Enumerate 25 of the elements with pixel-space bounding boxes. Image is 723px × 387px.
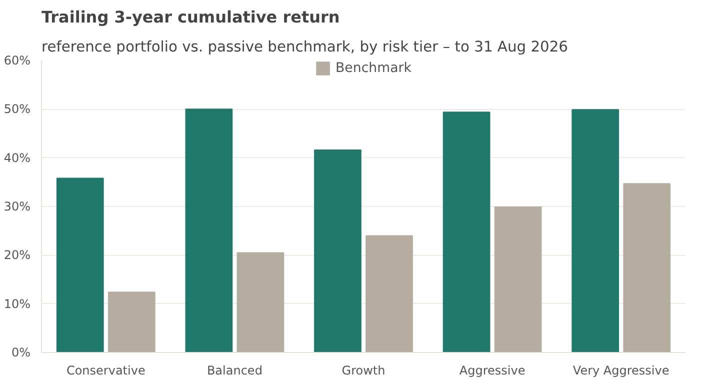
bar: [442, 112, 490, 352]
x-tick-label: Growth: [342, 364, 386, 378]
bar: [314, 150, 362, 352]
y-tick-label: 20%: [4, 248, 30, 262]
bar: [236, 252, 284, 352]
x-tick-label: Aggressive: [459, 364, 526, 378]
bar: [623, 183, 671, 352]
y-tick-label: 50%: [4, 102, 30, 116]
bar: [494, 206, 542, 352]
bar: [56, 178, 104, 352]
y-tick-label: 10%: [4, 296, 30, 311]
x-tick-label: Conservative: [66, 364, 146, 378]
chart-title: Trailing 3-year cumulative return: [42, 8, 340, 26]
x-tick-label: Very Aggressive: [572, 364, 670, 378]
bar: [366, 235, 413, 352]
bar: [185, 108, 233, 352]
bar: [572, 109, 620, 352]
bar: [108, 292, 156, 352]
chart-subtitle: reference portfolio vs. passive benchmark, by risk tier – to 31 Aug 2026: [42, 38, 568, 56]
y-tick-label: 40%: [4, 150, 30, 165]
y-tick-label: 60%: [4, 54, 30, 68]
legend-label: Benchmark: [336, 60, 412, 76]
y-tick-label: 0%: [11, 346, 31, 360]
y-tick-label: 30%: [4, 200, 30, 214]
x-tick-label: Balanced: [206, 364, 262, 378]
